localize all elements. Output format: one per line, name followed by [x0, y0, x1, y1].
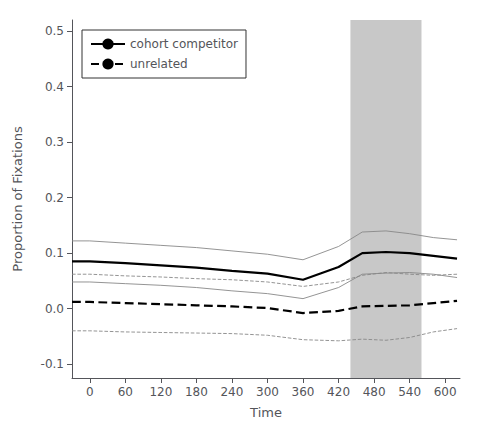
svg-text:540: 540	[398, 385, 421, 399]
svg-text:Time: Time	[249, 405, 282, 420]
svg-text:120: 120	[149, 385, 172, 399]
svg-text:0.2: 0.2	[45, 191, 64, 205]
svg-text:0.3: 0.3	[45, 135, 64, 149]
svg-text:480: 480	[363, 385, 386, 399]
svg-text:-0.1: -0.1	[41, 357, 64, 371]
svg-text:420: 420	[327, 385, 350, 399]
svg-text:180: 180	[185, 385, 208, 399]
svg-text:300: 300	[256, 385, 279, 399]
svg-text:unrelated: unrelated	[130, 57, 188, 71]
svg-text:60: 60	[118, 385, 133, 399]
svg-text:0.0: 0.0	[45, 302, 64, 316]
svg-text:cohort competitor: cohort competitor	[130, 37, 238, 51]
svg-text:600: 600	[434, 385, 457, 399]
svg-text:0: 0	[86, 385, 94, 399]
svg-text:Proportion of Fixations: Proportion of Fixations	[10, 126, 25, 272]
svg-text:0.5: 0.5	[45, 24, 64, 38]
svg-text:360: 360	[292, 385, 315, 399]
svg-text:240: 240	[220, 385, 243, 399]
svg-text:0.1: 0.1	[45, 246, 64, 260]
svg-text:0.4: 0.4	[45, 80, 64, 94]
